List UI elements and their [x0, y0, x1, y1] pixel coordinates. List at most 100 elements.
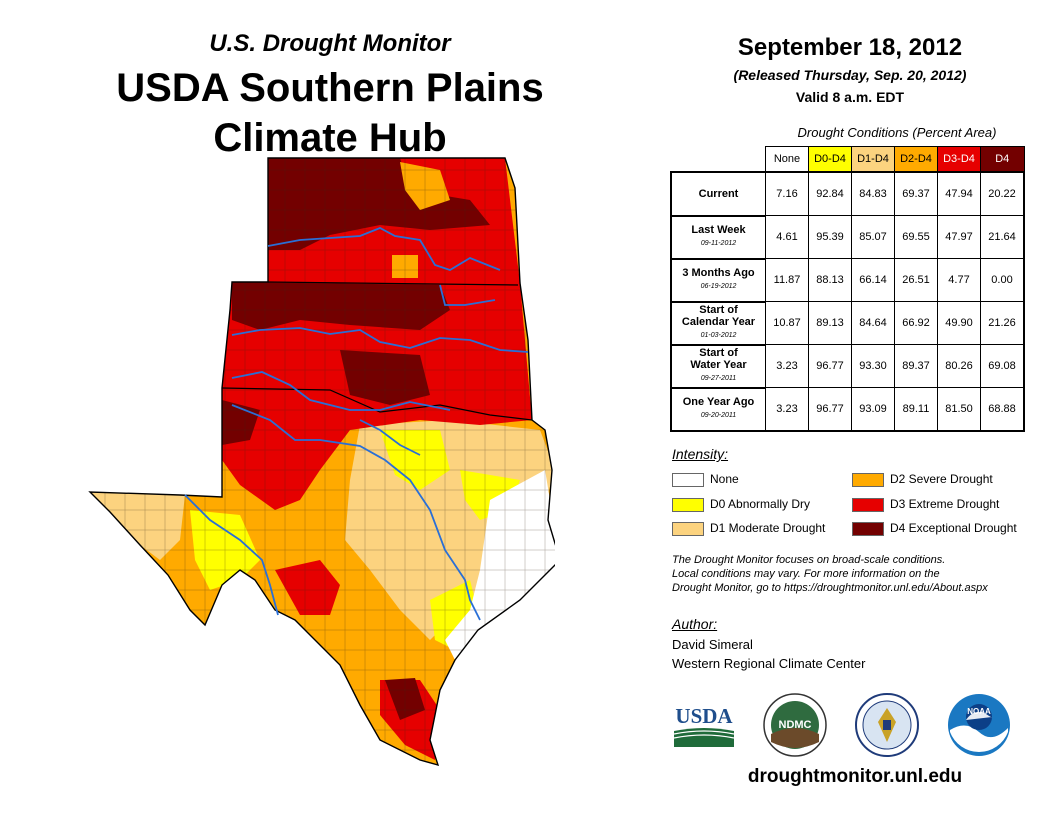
table-cell: 66.92: [894, 301, 938, 345]
row-date: 09-20-2011: [700, 412, 737, 420]
table-row: Start of Water Year 09-27-2011 3.23 96.77 …: [670, 343, 1025, 388]
table-caption: Drought Conditions (Percent Area): [797, 125, 997, 140]
legend-label: D4 Exceptional Drought: [890, 521, 1017, 535]
table-row: Last Week 09-11-2012 4.61 95.39 85.07 69.…: [670, 214, 1025, 259]
row-date: 06-19-2012: [700, 283, 737, 290]
table-cell: 89.13: [808, 301, 852, 345]
note-line: The Drought Monitor focuses on broad-sca…: [672, 554, 946, 566]
table-cell: 49.90: [937, 301, 981, 345]
legend-swatch: [672, 521, 704, 536]
col-header-d1-d4: D1-D4: [851, 146, 895, 173]
row-label-one-year-ago: One Year Ago 09-20-2011: [670, 386, 766, 432]
table-cell: 69.37: [894, 171, 938, 216]
region-outline: [88, 157, 555, 767]
table-cell: 80.26: [937, 344, 981, 388]
table-cell: 3.23: [765, 387, 809, 432]
legend-item-d2: D2 Severe Drought: [852, 471, 993, 487]
table-cell: 68.88: [980, 387, 1025, 432]
legend-item-d4: D4 Exceptional Drought: [852, 520, 1017, 536]
table-cell: 89.37: [894, 344, 938, 388]
note-line: Drought Monitor, go to https://droughtmo…: [672, 582, 988, 594]
website-link[interactable]: droughtmonitor.unl.edu: [747, 766, 963, 787]
map-subtitle: U.S. Drought Monitor: [209, 30, 451, 57]
legend-item-d0: D0 Abnormally Dry: [672, 496, 810, 512]
table-cell: 89.11: [894, 387, 938, 432]
oklahoma-texas-border: [221, 387, 533, 421]
table-row: 3 Months Ago 06-19-2012 11.87 88.13 66.14…: [670, 257, 1025, 302]
ndmc-logo-text: NDMC: [779, 719, 812, 731]
table-row: One Year Ago 09-20-2011 3.23 96.77 93.09 …: [670, 386, 1025, 432]
legend-label: D1 Moderate Drought: [710, 521, 826, 535]
table-cell: 96.77: [808, 344, 852, 388]
legend-swatch: [852, 472, 884, 487]
legend-swatch: [852, 521, 884, 536]
table-cell: 81.50: [937, 387, 981, 432]
author-name: David Simeral: [672, 637, 753, 652]
drought-conditions-table: None D0-D4 D1-D4 D2-D4 D3-D4 D4 Current …: [670, 146, 1025, 432]
table-cell: 47.97: [937, 215, 981, 259]
row-date: 09-11-2012: [700, 240, 737, 247]
table-cell: 85.07: [851, 215, 895, 259]
legend-heading: Intensity:: [672, 446, 729, 462]
release-date: (Released Thursday, Sep. 20, 2012): [733, 67, 967, 83]
valid-time: Valid 8 a.m. EDT: [795, 89, 905, 105]
table-cell: 84.83: [851, 171, 895, 216]
rivers: [184, 227, 529, 621]
col-header-d3-d4: D3-D4: [937, 146, 981, 173]
usda-seal-logo: [855, 693, 919, 757]
table-cell: 4.61: [765, 215, 809, 259]
col-header-d4: D4: [980, 146, 1025, 173]
author-heading: Author:: [672, 616, 718, 632]
legend-item-none: None: [672, 471, 739, 487]
col-header-d2-d4: D2-D4: [894, 146, 938, 173]
table-cell: 7.16: [765, 171, 809, 216]
kansas-oklahoma-border: [267, 281, 519, 286]
table-cell: 26.51: [894, 258, 938, 302]
note-line: Local conditions may vary. For more info…: [672, 568, 940, 580]
table-cell: 0.00: [980, 258, 1025, 302]
table-cell: 21.26: [980, 301, 1025, 345]
table-cell: 93.09: [851, 387, 895, 432]
table-cell: 11.87: [765, 258, 809, 302]
usda-logo-text: USDA: [675, 704, 733, 728]
row-date: 09-27-2011: [700, 375, 737, 382]
legend-item-d3: D3 Extreme Drought: [852, 496, 999, 512]
row-label-start-of-water-year: Start of Water Year 09-27-2011: [670, 343, 766, 388]
author-organization: Western Regional Climate Center: [672, 656, 866, 671]
legend-label: None: [710, 472, 739, 486]
table-cell: 92.84: [808, 171, 852, 216]
table-cell: 21.64: [980, 215, 1025, 259]
legend-swatch: [672, 472, 704, 487]
col-header-none: None: [765, 146, 809, 173]
disclaimer-note: The Drought Monitor focuses on broad-sca…: [672, 553, 1042, 595]
map-date: September 18, 2012: [737, 34, 963, 61]
table-cell: 69.08: [980, 344, 1025, 388]
ndmc-logo: NDMC: [763, 693, 827, 757]
table-cell: 20.22: [980, 171, 1025, 216]
col-header-d0-d4: D0-D4: [808, 146, 852, 173]
table-cell: 3.23: [765, 344, 809, 388]
table-cell: 95.39: [808, 215, 852, 259]
legend-item-d1: D1 Moderate Drought: [672, 520, 825, 536]
usda-logo: USDA: [673, 704, 735, 747]
table-cell: 66.14: [851, 258, 895, 302]
row-label-start-of-calendar-year: Start of Calendar Year 01-03-2012: [670, 300, 766, 345]
map-title-line2: Climate Hub: [213, 116, 447, 160]
row-label-current: Current: [670, 171, 766, 216]
table-cell: 88.13: [808, 258, 852, 302]
legend-label: D3 Extreme Drought: [890, 497, 1000, 511]
table-cell: 93.30: [851, 344, 895, 388]
row-label-last-week: Last Week 09-11-2012: [670, 214, 766, 259]
legend-swatch: [852, 497, 884, 512]
legend-label: D2 Severe Drought: [890, 472, 993, 486]
map-title-line1: USDA Southern Plains: [116, 66, 544, 110]
noaa-logo: NOAA: [948, 694, 1010, 756]
drought-regions: [90, 158, 555, 765]
drought-map: [88, 157, 555, 767]
noaa-logo-text: NOAA: [967, 707, 991, 716]
legend-label: D0 Abnormally Dry: [710, 497, 811, 511]
table-cell: 69.55: [894, 215, 938, 259]
table-row: Start of Calendar Year 01-03-2012 10.87 89…: [670, 300, 1025, 345]
table-cell: 10.87: [765, 301, 809, 345]
row-label-3-months-ago: 3 Months Ago 06-19-2012: [670, 257, 766, 302]
